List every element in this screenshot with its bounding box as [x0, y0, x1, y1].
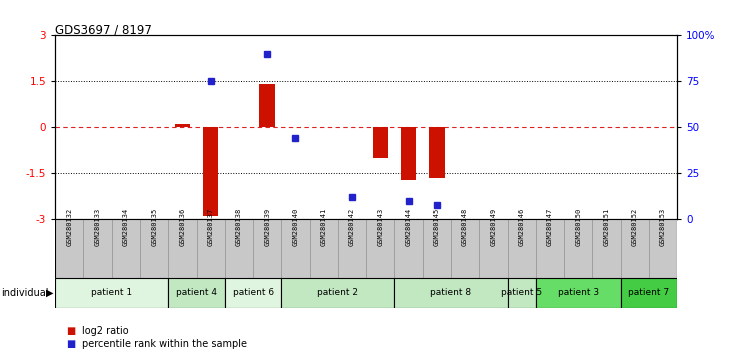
Bar: [564, 219, 592, 278]
Bar: [55, 219, 83, 278]
Text: log2 ratio: log2 ratio: [82, 326, 129, 336]
Bar: [508, 219, 536, 278]
Text: ■: ■: [66, 326, 76, 336]
Bar: [169, 278, 224, 308]
Bar: [112, 219, 140, 278]
Text: GSM280135: GSM280135: [151, 207, 158, 246]
Text: percentile rank within the sample: percentile rank within the sample: [82, 339, 247, 349]
Text: individual: individual: [1, 288, 49, 298]
Text: GSM280143: GSM280143: [378, 207, 383, 246]
Bar: [281, 219, 310, 278]
Bar: [401, 127, 417, 179]
Text: GSM280132: GSM280132: [66, 207, 72, 246]
Text: GSM280140: GSM280140: [292, 207, 299, 246]
Text: GSM280139: GSM280139: [264, 207, 270, 246]
Text: GSM280153: GSM280153: [660, 207, 666, 246]
Text: patient 6: patient 6: [233, 289, 274, 297]
Bar: [508, 278, 536, 308]
Text: patient 7: patient 7: [629, 289, 670, 297]
Bar: [366, 219, 394, 278]
Text: ■: ■: [66, 339, 76, 349]
Bar: [451, 219, 479, 278]
Text: GSM280141: GSM280141: [321, 207, 327, 246]
Text: GDS3697 / 8197: GDS3697 / 8197: [55, 23, 152, 36]
Bar: [55, 278, 169, 308]
Bar: [620, 219, 649, 278]
Bar: [592, 219, 620, 278]
Text: GSM280144: GSM280144: [406, 207, 411, 246]
Bar: [479, 219, 508, 278]
Bar: [169, 219, 197, 278]
Bar: [536, 278, 620, 308]
Text: GSM280134: GSM280134: [123, 207, 129, 246]
Text: GSM280151: GSM280151: [604, 207, 609, 246]
Bar: [224, 278, 281, 308]
Bar: [649, 219, 677, 278]
Text: GSM280147: GSM280147: [547, 207, 553, 246]
Text: ▶: ▶: [46, 288, 54, 298]
Text: GSM280148: GSM280148: [462, 207, 468, 246]
Text: patient 1: patient 1: [91, 289, 132, 297]
Bar: [253, 219, 281, 278]
Text: GSM280137: GSM280137: [208, 207, 213, 246]
Bar: [281, 278, 394, 308]
Text: GSM280142: GSM280142: [349, 207, 355, 246]
Bar: [394, 278, 508, 308]
Bar: [203, 127, 219, 216]
Bar: [372, 127, 388, 158]
Text: GSM280152: GSM280152: [631, 207, 637, 246]
Bar: [338, 219, 366, 278]
Bar: [536, 219, 564, 278]
Bar: [174, 124, 190, 127]
Text: patient 5: patient 5: [501, 289, 542, 297]
Text: GSM280146: GSM280146: [519, 207, 525, 246]
Bar: [394, 219, 422, 278]
Bar: [310, 219, 338, 278]
Text: GSM280133: GSM280133: [95, 207, 101, 246]
Bar: [429, 127, 445, 178]
Bar: [140, 219, 169, 278]
Text: patient 3: patient 3: [558, 289, 599, 297]
Bar: [260, 85, 275, 127]
Text: patient 4: patient 4: [176, 289, 217, 297]
Bar: [83, 219, 112, 278]
Text: patient 2: patient 2: [317, 289, 358, 297]
Bar: [224, 219, 253, 278]
Bar: [620, 278, 677, 308]
Text: GSM280145: GSM280145: [434, 207, 440, 246]
Text: GSM280136: GSM280136: [180, 207, 185, 246]
Text: GSM280138: GSM280138: [236, 207, 242, 246]
Bar: [422, 219, 451, 278]
Text: GSM280150: GSM280150: [575, 207, 581, 246]
Text: GSM280149: GSM280149: [490, 207, 496, 246]
Bar: [197, 219, 224, 278]
Text: patient 8: patient 8: [431, 289, 472, 297]
